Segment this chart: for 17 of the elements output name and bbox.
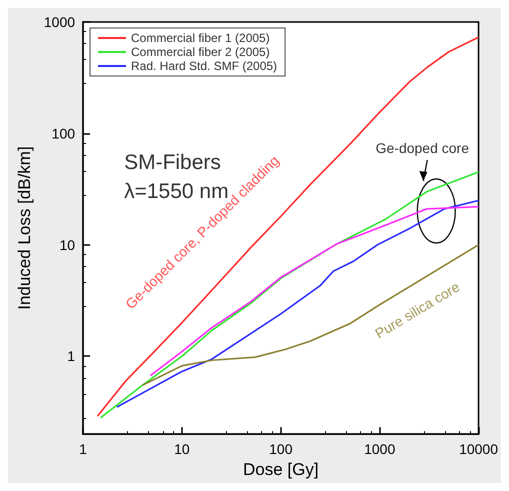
y-tick-label: 1 <box>67 348 76 364</box>
annotation: Ge-doped core <box>376 140 470 156</box>
legend-label: Commercial fiber 2 (2005) <box>131 45 270 59</box>
x-tick-label: 10 <box>174 441 190 458</box>
annotation: Pure silica core <box>372 278 463 342</box>
x-axis-title: Dose [Gy] <box>242 460 319 479</box>
y-axis-title: Induced Loss [dB/km] <box>15 146 34 310</box>
annotation: SM-Fibers <box>124 150 221 174</box>
y-tick-label: 10 <box>59 236 76 253</box>
y-tick-label: 1000 <box>44 14 76 30</box>
x-tick-label: 1 <box>79 441 88 458</box>
legend-label: Rad. Hard Std. SMF (2005) <box>131 59 278 73</box>
x-tick-label: 10000 <box>459 441 498 458</box>
x-tick-label: 1000 <box>364 441 396 458</box>
x-tick-label: 100 <box>269 441 293 458</box>
legend-label: Commercial fiber 1 (2005) <box>131 31 270 45</box>
y-tick-label: 100 <box>52 125 76 142</box>
